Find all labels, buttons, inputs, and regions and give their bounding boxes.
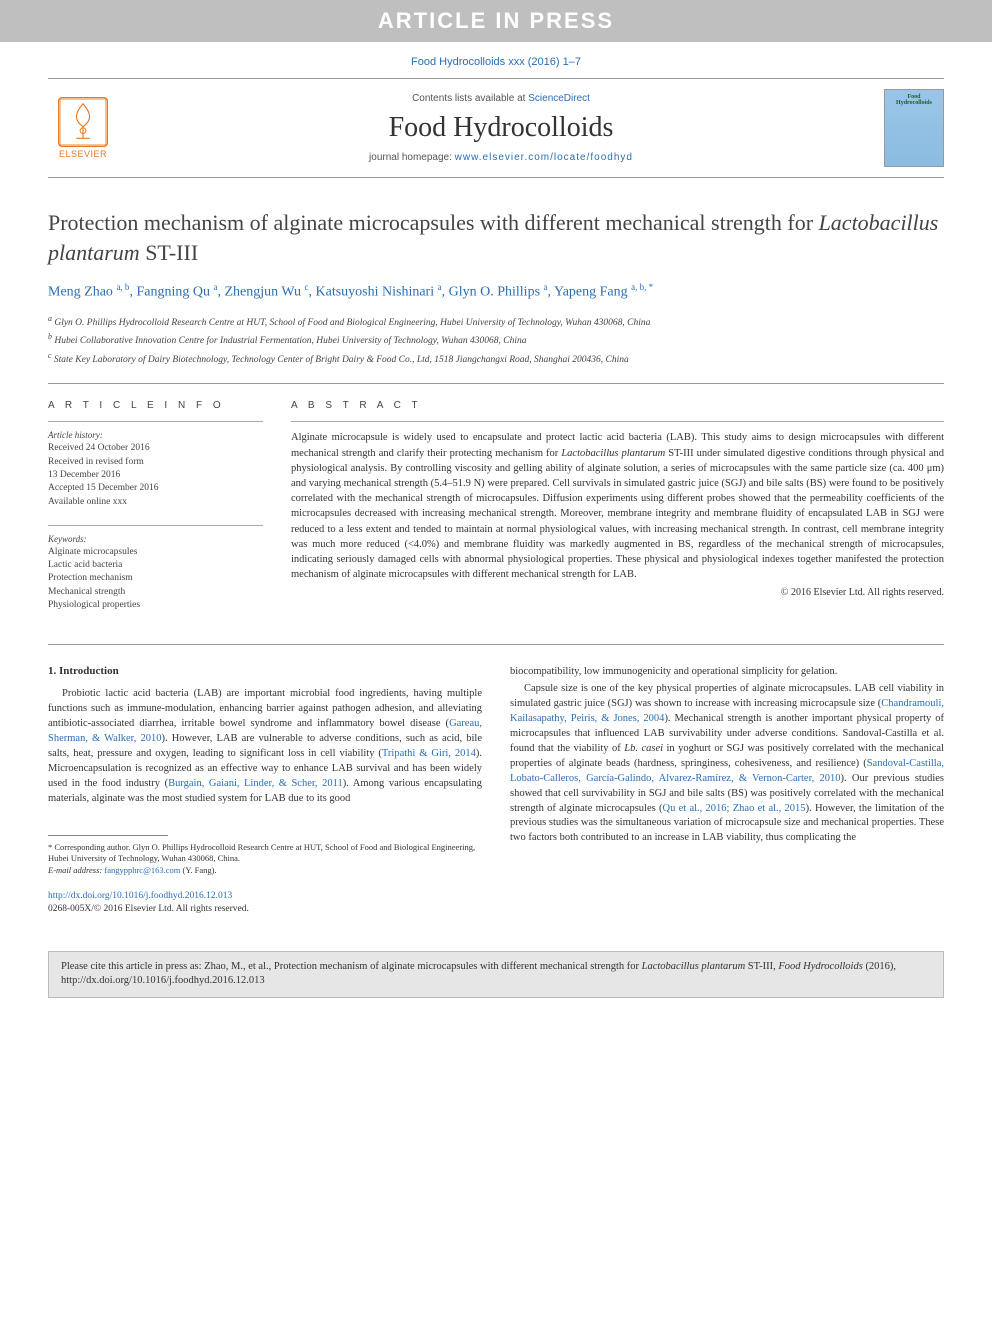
title-pre: Protection mechanism of alginate microca…: [48, 210, 819, 235]
elsevier-logo[interactable]: ELSEVIER: [48, 89, 118, 167]
divider-after-abstract: [48, 644, 944, 645]
doi-link[interactable]: http://dx.doi.org/10.1016/j.foodhyd.2016…: [48, 891, 232, 901]
article-info-column: A R T I C L E I N F O Article history: R…: [48, 400, 263, 628]
email-label: E-mail address:: [48, 865, 104, 875]
p2-pre: Capsule size is one of the key physical …: [510, 683, 944, 709]
p1-pre: Probiotic lactic acid bacteria (LAB) are…: [48, 688, 482, 729]
keyword-line: Lactic acid bacteria: [48, 559, 263, 572]
affiliation-line: a Glyn O. Phillips Hydrocolloid Research…: [48, 313, 944, 330]
history-label: Article history:: [48, 430, 263, 440]
abstract-copyright: © 2016 Elsevier Ltd. All rights reserved…: [291, 587, 944, 598]
title-post: ST-III: [140, 240, 198, 265]
keyword-line: Alginate microcapsules: [48, 546, 263, 559]
keywords-label: Keywords:: [48, 534, 263, 544]
body-col-right: biocompatibility, low immunogenicity and…: [510, 665, 944, 916]
abstract-text: Alginate microcapsule is widely used to …: [291, 430, 944, 582]
affiliations: a Glyn O. Phillips Hydrocolloid Research…: [48, 313, 944, 367]
sciencedirect-link[interactable]: ScienceDirect: [528, 93, 590, 104]
journal-homepage: journal homepage: www.elsevier.com/locat…: [118, 152, 884, 163]
cover-line2: Hydrocolloids: [896, 100, 932, 106]
corresponding-author-note: * Corresponding author. Glyn O. Phillips…: [48, 842, 482, 865]
abstract-column: A B S T R A C T Alginate microcapsule is…: [291, 400, 944, 628]
keyword-line: Mechanical strength: [48, 586, 263, 599]
ref-tripathi-2014[interactable]: Tripathi & Giri, 2014: [382, 748, 476, 759]
doi-block: http://dx.doi.org/10.1016/j.foodhyd.2016…: [48, 890, 482, 917]
history-line: Available online xxx: [48, 496, 263, 509]
history-line: Received 24 October 2016: [48, 442, 263, 455]
section-1-heading: 1. Introduction: [48, 665, 482, 677]
footnote-separator: [48, 835, 168, 836]
contents-prefix: Contents lists available at: [412, 93, 528, 104]
abstract-species: Lactobacillus plantarum: [561, 448, 665, 459]
keyword-line: Protection mechanism: [48, 572, 263, 585]
keywords-block: Keywords: Alginate microcapsulesLactic a…: [48, 534, 263, 612]
article-in-press-banner: ARTICLE IN PRESS: [0, 0, 992, 42]
article-history-block: Article history: Received 24 October 201…: [48, 430, 263, 508]
abstract-post: ST-III under simulated digestive conditi…: [291, 448, 944, 581]
journal-header: ELSEVIER Contents lists available at Sci…: [48, 78, 944, 178]
journal-name: Food Hydrocolloids: [118, 112, 884, 144]
affiliation-line: c State Key Laboratory of Dairy Biotechn…: [48, 350, 944, 367]
affiliation-line: b Hubei Collaborative Innovation Centre …: [48, 331, 944, 348]
article-info-heading: A R T I C L E I N F O: [48, 400, 263, 411]
email-who: (Y. Fang).: [180, 865, 216, 875]
ref-burgain-2011[interactable]: Burgain, Gaiani, Linder, & Scher, 2011: [168, 778, 343, 789]
intro-para-2: Capsule size is one of the key physical …: [510, 682, 944, 846]
intro-para-1-cont: biocompatibility, low immunogenicity and…: [510, 665, 944, 680]
abstract-heading: A B S T R A C T: [291, 400, 944, 411]
body-columns: 1. Introduction Probiotic lactic acid ba…: [48, 665, 944, 916]
ref-qu-zhao[interactable]: Qu et al., 2016; Zhao et al., 2015: [662, 803, 805, 814]
cite-species: Lactobacillus plantarum: [642, 961, 746, 972]
p2-species: Lb. casei: [624, 743, 663, 754]
header-center: Contents lists available at ScienceDirec…: [118, 93, 884, 163]
info-divider-1: [48, 421, 263, 422]
cite-mid: ST-III,: [745, 961, 778, 972]
history-line: Received in revised form: [48, 456, 263, 469]
email-link[interactable]: fangypphrc@163.com: [104, 865, 180, 875]
history-line: 13 December 2016: [48, 469, 263, 482]
article-title: Protection mechanism of alginate microca…: [48, 208, 944, 267]
issn-copyright: 0268-005X/© 2016 Elsevier Ltd. All right…: [48, 904, 249, 914]
cite-journal: Food Hydrocolloids: [778, 961, 862, 972]
author-list: Meng Zhao a, b, Fangning Qu a, Zhengjun …: [48, 281, 944, 303]
elsevier-wordmark: ELSEVIER: [59, 149, 107, 159]
divider-after-affiliations: [48, 383, 944, 384]
keyword-line: Physiological properties: [48, 599, 263, 612]
history-line: Accepted 15 December 2016: [48, 482, 263, 495]
contents-available: Contents lists available at ScienceDirec…: [118, 93, 884, 104]
body-col-left: 1. Introduction Probiotic lactic acid ba…: [48, 665, 482, 916]
journal-cover-thumbnail[interactable]: Food Hydrocolloids: [884, 89, 944, 167]
intro-para-1: Probiotic lactic acid bacteria (LAB) are…: [48, 687, 482, 806]
elsevier-tree-icon: [58, 97, 108, 147]
homepage-prefix: journal homepage:: [369, 152, 455, 163]
citation-box: Please cite this article in press as: Zh…: [48, 951, 944, 998]
info-divider-2: [48, 525, 263, 526]
cite-pre: Please cite this article in press as: Zh…: [61, 961, 642, 972]
email-line: E-mail address: fangypphrc@163.com (Y. F…: [48, 865, 482, 876]
abstract-divider: [291, 421, 944, 422]
homepage-link[interactable]: www.elsevier.com/locate/foodhyd: [455, 152, 633, 163]
journal-volume-ref: Food Hydrocolloids xxx (2016) 1–7: [0, 42, 992, 78]
